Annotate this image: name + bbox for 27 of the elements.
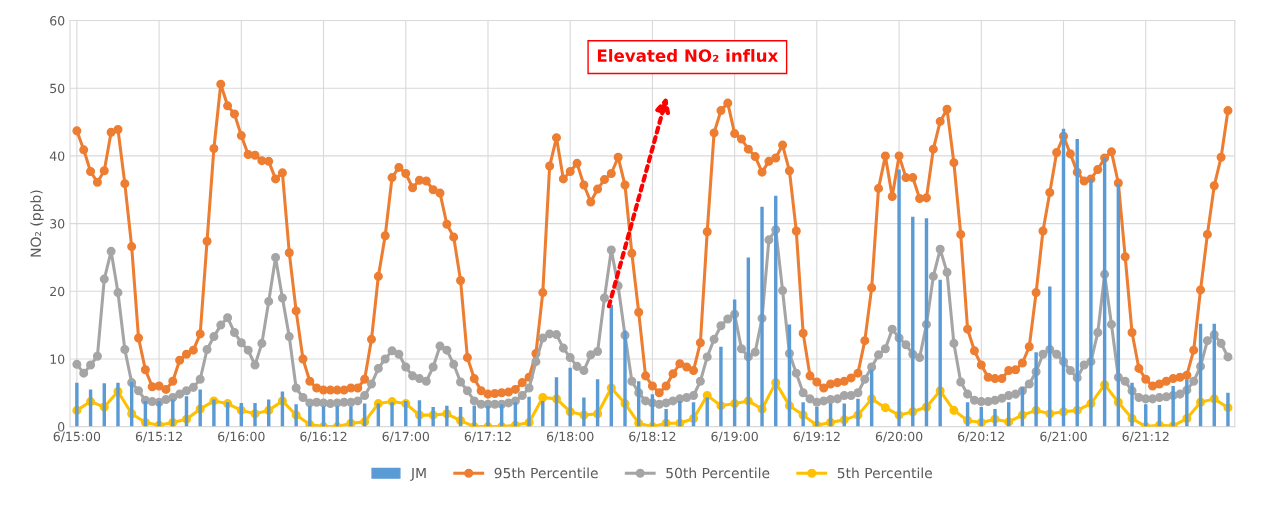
legend-label: 50th Percentile [666,467,770,479]
x-tick-label: 6/15:00 [53,431,101,443]
legend-label: JM [410,467,426,481]
x-tick-label: 6/15:12 [135,431,182,443]
x-tick-label: 6/21:00 [1040,431,1087,443]
y-tick-label: 40 [49,151,65,161]
y-tick-label: 50 [50,83,65,94]
x-tick-label: 6/17:12 [464,431,511,443]
y-axis-title: NO₂ (ppb) [30,190,44,257]
y-tick-label: 60 [50,16,65,26]
x-tick-label: 6/18:12 [629,431,676,443]
legend-label: 95th Percentile [494,467,598,479]
x-tick-label: 6/16:12 [300,431,347,443]
x-tick-label: 6/16:00 [218,431,265,443]
x-tick-label: 6/19:12 [793,431,840,443]
x-tick-label: 6/20:12 [958,431,1005,443]
x-tick-label: 6/21:12 [1122,431,1169,443]
x-tick-label: 6/19:00 [711,431,758,443]
y-tick-label: 0 [58,422,65,432]
x-tick-label: 6/17:00 [382,431,430,443]
annotation: Elevated NO₂ influx [597,49,779,62]
y-tick-label: 30 [50,219,65,229]
x-tick-label: 6/18:00 [546,431,594,443]
legend-label: 5th Percentile [837,467,932,479]
x-tick-label: 6/20:00 [875,431,923,443]
y-tick-label: 10 [50,354,65,364]
y-tick-label: 20 [50,286,65,297]
